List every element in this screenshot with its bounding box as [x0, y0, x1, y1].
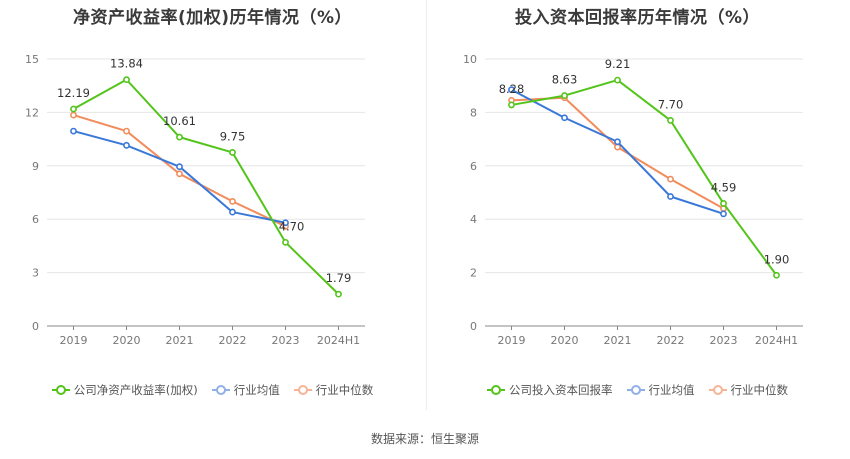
y-tick-label: 2 — [470, 267, 477, 280]
x-tick-label: 2021 — [604, 334, 632, 347]
series-line — [511, 79, 778, 276]
data-point — [229, 149, 236, 156]
chart-legend: 公司投入资本回报率 行业均值 行业中位数 — [425, 382, 850, 398]
x-tick-label: 2024H1 — [755, 334, 798, 347]
data-label: 12.19 — [57, 86, 90, 100]
data-point — [176, 163, 183, 171]
data-point — [335, 290, 342, 298]
data-label: 7.70 — [658, 97, 684, 111]
y-tick-label: 4 — [470, 213, 477, 226]
data-point — [561, 114, 568, 122]
data-label: 4.59 — [711, 180, 737, 194]
data-point — [176, 133, 183, 141]
data-point — [70, 105, 77, 113]
roe-chart-panel: 净资产收益率(加权)历年情况（%） 0 3 6 9 12 15 2019 2020 2021 20… — [0, 0, 425, 410]
legend-item-company[interactable]: 公司净资产收益率(加权) — [51, 382, 198, 398]
y-tick-label: 6 — [32, 213, 39, 226]
y-tick-label: 8 — [470, 106, 477, 119]
y-tick-label: 15 — [25, 53, 39, 66]
data-point — [123, 127, 130, 135]
x-tick-label: 2022 — [219, 334, 247, 347]
x-tick-label: 2021 — [166, 334, 194, 347]
data-label: 8.28 — [499, 82, 525, 96]
x-tick-label: 2019 — [60, 334, 88, 347]
legend-label: 行业中位数 — [730, 383, 789, 397]
data-point — [667, 117, 674, 124]
legend-marker-icon — [211, 384, 230, 396]
data-point — [508, 86, 515, 94]
data-source-note: 数据来源：恒生聚源 — [370, 432, 479, 446]
legend-item-industry-mean[interactable]: 行业均值 — [626, 382, 695, 398]
y-tick-label: 3 — [32, 267, 39, 280]
legend-item-industry-median[interactable]: 行业中位数 — [293, 382, 374, 398]
data-point — [282, 219, 289, 227]
data-point — [176, 170, 183, 178]
data-point — [282, 238, 289, 246]
legend-label: 行业中位数 — [315, 383, 374, 397]
data-label: 10.61 — [163, 114, 196, 128]
data-label: 13.84 — [110, 57, 143, 71]
legend-marker-icon — [51, 384, 70, 396]
legend-marker-icon — [293, 384, 312, 396]
data-label: 1.79 — [326, 271, 352, 285]
data-point — [614, 76, 621, 84]
data-point — [123, 141, 130, 149]
data-point — [720, 210, 727, 218]
x-tick-label: 2024H1 — [317, 334, 360, 347]
legend-label: 行业均值 — [648, 383, 695, 397]
legend-label: 公司净资产收益率(加权) — [73, 383, 198, 397]
roic-line-chart: 0 2 4 6 8 10 2019 2020 2021 2022 2023 2024H1 8.28 8.6… — [463, 53, 803, 347]
y-tick-label: 9 — [32, 160, 39, 173]
data-label: 9.75 — [220, 129, 246, 143]
legend-item-company[interactable]: 公司投入资本回报率 — [487, 382, 613, 398]
data-point — [667, 175, 674, 183]
series-line — [73, 78, 340, 295]
legend-item-industry-median[interactable]: 行业中位数 — [708, 382, 789, 398]
data-point — [229, 208, 236, 216]
x-tick-label: 2023 — [710, 334, 738, 347]
data-point — [720, 200, 727, 207]
y-tick-label: 0 — [470, 320, 477, 333]
data-point — [667, 193, 674, 200]
legend-marker-icon — [708, 384, 727, 396]
y-tick-label: 12 — [25, 106, 39, 119]
data-point — [773, 271, 780, 279]
panel-divider — [426, 0, 427, 410]
data-point — [70, 127, 77, 135]
chart-legend: 公司净资产收益率(加权) 行业均值 行业中位数 — [0, 382, 425, 398]
x-tick-label: 2019 — [498, 334, 526, 347]
data-point — [123, 76, 130, 84]
legend-label: 行业均值 — [233, 383, 280, 397]
legend-item-industry-mean[interactable]: 行业均值 — [211, 382, 280, 398]
x-tick-label: 2020 — [551, 334, 579, 347]
y-tick-label: 0 — [32, 320, 39, 333]
legend-marker-icon — [487, 384, 505, 396]
chart-title: 净资产收益率(加权)历年情况（%） — [72, 8, 353, 28]
data-point — [70, 111, 77, 119]
roic-chart-panel: 投入资本回报率历年情况（%） 0 2 4 6 8 10 2019 2020 2021 2022 20… — [425, 0, 850, 410]
legend-label: 公司投入资本回报率 — [509, 383, 613, 397]
y-tick-label: 6 — [470, 160, 477, 173]
chart-title: 投入资本回报率历年情况（%） — [514, 8, 761, 28]
data-label: 9.21 — [605, 57, 631, 71]
data-point — [561, 92, 568, 99]
data-point — [229, 197, 236, 205]
data-point — [614, 143, 621, 151]
y-tick-label: 10 — [463, 53, 477, 66]
data-label: 1.90 — [764, 252, 790, 266]
roe-line-chart: 0 3 6 9 12 15 2019 2020 2021 2022 2023 2024H1 12.19 1… — [25, 53, 365, 347]
x-tick-label: 2022 — [657, 334, 685, 347]
data-point — [614, 138, 621, 146]
data-point — [508, 101, 515, 109]
legend-marker-icon — [626, 384, 645, 396]
x-tick-label: 2020 — [113, 334, 141, 347]
x-tick-label: 2023 — [272, 334, 300, 347]
data-label: 4.70 — [279, 219, 305, 233]
data-label: 8.63 — [552, 73, 578, 87]
